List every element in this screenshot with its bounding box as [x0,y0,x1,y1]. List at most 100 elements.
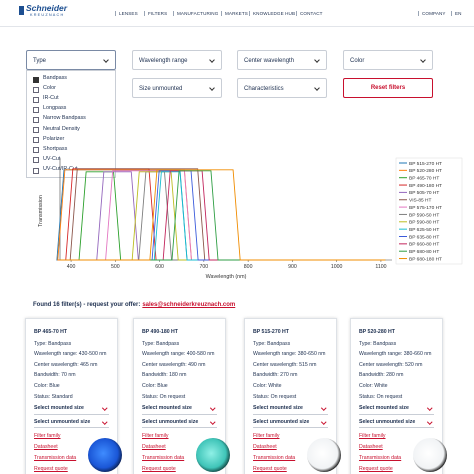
mounted-select[interactable]: Select mounted size [359,403,434,415]
checkbox[interactable] [33,86,39,93]
product-name[interactable]: BP 520-280 HT [359,329,395,335]
legend-label: BP 520-280 HT [409,168,442,174]
nav-item[interactable]: MANUFACTURING [173,11,218,16]
product-spec: Status: On request [142,393,186,400]
dropdown[interactable]: Wavelength range [132,50,222,70]
nav-item[interactable]: KNOWLEDGE HUB [249,11,295,16]
product-spec: Color: Blue [34,382,60,389]
product-link[interactable]: Request quote [359,466,393,473]
type-option[interactable]: Neutral Density [43,125,80,132]
type-option[interactable]: Narrow Bandpass [43,115,86,122]
logo[interactable]: Schneider [26,3,68,13]
legend-box [395,157,463,265]
product-link[interactable]: Transmission data [253,455,296,462]
x-axis-label: Wavelength (nm) [206,274,247,280]
checkbox[interactable] [33,137,39,144]
checkbox[interactable] [33,127,39,134]
legend-label: BP 575-170 HT [409,205,442,211]
product-links: Filter family Datasheet Transmission data R… [34,431,122,474]
nav-item[interactable]: FILTERS [144,11,167,16]
product-name[interactable]: BP 515-270 HT [253,329,289,335]
legend-label: BP 680-80 HT [409,249,439,255]
type-option[interactable]: IR-Cut [43,95,59,102]
product-link[interactable]: Request quote [142,466,176,473]
product-spec: Status: On request [359,393,403,400]
product-link[interactable]: Datasheet [34,444,58,451]
type-option[interactable]: UV-Cut [43,155,61,162]
product-link[interactable]: Request quote [253,466,287,473]
nav-item[interactable]: EN [451,11,462,16]
product-spec: Type: Bandpass [34,340,72,347]
x-tick-label: 1100 [375,264,386,270]
product-link[interactable]: Filter family [34,433,61,440]
unmounted-select[interactable]: Select unmounted size [142,417,217,429]
legend-label: BP 660-80 HT [409,242,439,248]
product-link[interactable]: Transmission data [359,455,402,462]
product-spec: Color: White [253,382,282,389]
legend-label: BP 590-50 HT [409,212,439,218]
dropdown[interactable]: Color [343,50,433,70]
x-tick-label: 600 [155,264,164,270]
checkbox[interactable] [33,147,39,154]
nav-item[interactable]: LENSES [115,11,138,16]
product-spec: Color: White [359,382,388,389]
email-link[interactable]: sales@schneiderkreuznach.com [142,302,236,308]
dropdown[interactable]: Size unmounted [132,78,222,98]
product-spec: Color: Blue [142,382,168,389]
unmounted-select[interactable]: Select unmounted size [359,417,434,429]
product-link[interactable]: Datasheet [142,444,166,451]
mounted-select[interactable]: Select mounted size [142,403,217,415]
checkbox[interactable] [33,157,39,164]
nav-item[interactable]: MARKETS [221,11,248,16]
product-link[interactable]: Request quote [34,466,68,473]
checkbox[interactable] [33,96,39,103]
unmounted-select[interactable]: Select unmounted size [253,417,328,429]
chart: 400 500 600 700 800 900 1000 1100 Wavelength (nm… [38,157,463,280]
product-spec: Status: Standard [34,393,73,400]
checkbox[interactable] [33,167,39,174]
legend-label: BP 515-270 HT [409,161,442,167]
type-option[interactable]: Polarizer [43,135,65,142]
product-link[interactable]: Transmission data [142,455,185,462]
lens-image [307,438,341,473]
nav-item[interactable]: COMPANY [418,11,446,16]
product-spec: Center wavelength: 465 nm [34,361,98,368]
checkbox[interactable] [33,117,39,123]
product-links: Filter family Datasheet Transmission data R… [359,431,447,474]
reset-button[interactable]: Reset filters [343,78,433,98]
product-name[interactable]: BP 465-70 HT [34,329,68,335]
product-spec: Bandwidth: 270 nm [253,372,298,379]
product-link[interactable]: Datasheet [253,444,277,451]
mounted-select[interactable]: Select mounted size [253,403,328,415]
dropdown[interactable]: Type [26,50,116,70]
product-link[interactable]: Filter family [142,433,169,440]
checkbox[interactable] [33,106,39,113]
x-tick-label: 800 [244,264,253,270]
dropdown[interactable]: Center wavelength [237,50,327,70]
dropdown[interactable]: Characteristics [237,78,327,98]
type-options: Bandpass Color IR-Cut Longpass Narrow Bandpa… [26,70,116,178]
unmounted-select[interactable]: Select unmounted size [34,417,109,429]
product-spec: Type: Bandpass [359,340,397,347]
type-option[interactable]: Bandpass [43,75,67,81]
type-option[interactable]: Color [43,85,56,92]
logo-sub: KREUZNACH [30,13,65,17]
nav-item[interactable]: CONTACT [296,11,323,16]
type-option[interactable]: Shortpass [43,145,68,152]
y-axis-label: Transmission [38,195,44,227]
product-link[interactable]: Filter family [253,433,280,440]
checkbox[interactable] [33,76,39,83]
type-option[interactable]: Longpass [43,105,67,112]
product-link[interactable]: Datasheet [359,444,383,451]
header-bar [0,0,474,27]
product-link[interactable]: Transmission data [34,455,77,462]
x-tick-label: 1000 [331,264,343,270]
product-spec: Status: On request [253,393,297,400]
product-name[interactable]: BP 490-180 HT [142,329,178,335]
lens-image [88,438,122,473]
series-line [60,170,386,261]
product-link[interactable]: Filter family [359,433,386,440]
mounted-select[interactable]: Select mounted size [34,403,109,415]
product-card: BP 515-270 HT Type: Bandpass Wavelength ra… [244,318,341,474]
